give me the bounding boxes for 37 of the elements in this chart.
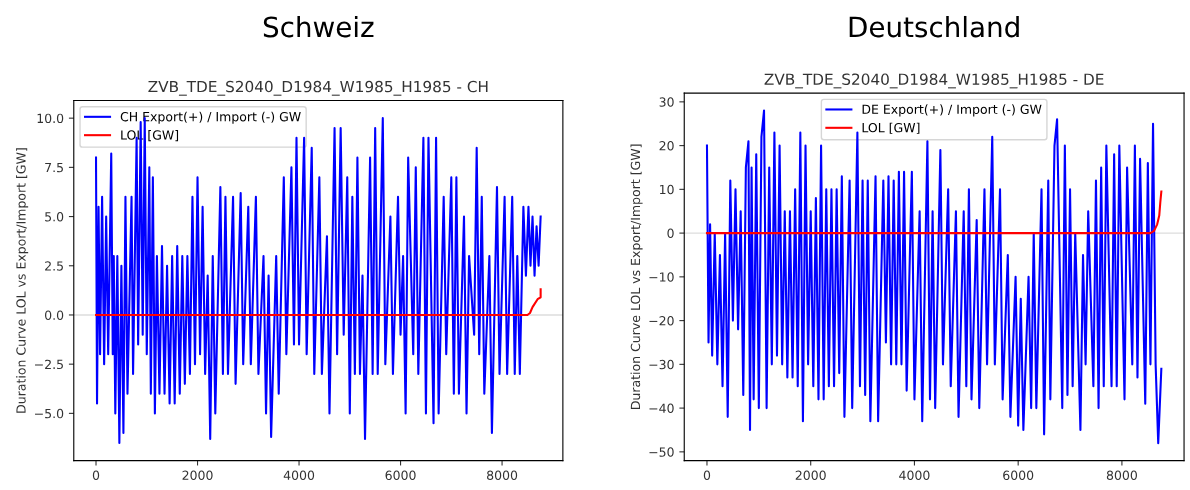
- x-tick-label: 8000: [1106, 470, 1137, 480]
- legend-label: LOL [GW]: [862, 122, 920, 134]
- x-tick-label: 6000: [1003, 470, 1034, 480]
- chart-title: Deutschland: [849, 15, 1019, 38]
- legend-label: DE Export(+) / Import (-) GW: [862, 104, 1042, 117]
- y-tick-label: 7.5: [45, 163, 63, 173]
- x-tick-label: 0: [92, 470, 100, 480]
- chart-subtitle: ZVB_TDE_S2040_D1984_W1985_H1985 - CH: [148, 80, 488, 96]
- x-tick-label: 8000: [487, 470, 518, 480]
- y-tick-label: 10: [659, 184, 674, 195]
- y-tick-label: 5.0: [45, 212, 64, 222]
- line-series: [705, 190, 1163, 235]
- y-tick-label: −20: [649, 316, 674, 326]
- y-tick-label: 30: [659, 97, 674, 107]
- y-tick-label: 2.5: [45, 261, 63, 271]
- x-tick-label: 4000: [283, 470, 315, 480]
- y-tick-label: −10: [649, 272, 674, 282]
- x-tick-label: 4000: [899, 470, 930, 480]
- y-axis-title: Duration Curve LOL vs Export/Import [GW]: [16, 148, 29, 413]
- x-tick-label: 6000: [385, 470, 416, 480]
- y-tick-label: 0: [667, 228, 674, 239]
- y-tick-label: −5.0: [35, 408, 64, 419]
- y-tick-label: −2.5: [35, 359, 63, 370]
- legend-label: CH Export(+) / Import (-) GW: [120, 111, 301, 124]
- line-series: [94, 288, 542, 317]
- y-tick-label: −30: [649, 359, 674, 370]
- y-tick-label: 20: [659, 141, 674, 151]
- x-tick-label: 0: [703, 470, 711, 480]
- x-tick-label: 2000: [182, 470, 213, 480]
- chart-title: Schweiz: [263, 15, 374, 38]
- chart-subtitle: ZVB_TDE_S2040_D1984_W1985_H1985 - DE: [764, 73, 1104, 89]
- x-tick-label: 2000: [795, 470, 826, 480]
- y-tick-label: −40: [649, 403, 674, 414]
- y-axis-title: Duration Curve LOL vs Export/Import [GW]: [630, 144, 643, 409]
- y-tick-label: −50: [649, 447, 674, 457]
- y-tick-label: 0.0: [45, 310, 64, 320]
- y-tick-label: 10.0: [37, 113, 64, 124]
